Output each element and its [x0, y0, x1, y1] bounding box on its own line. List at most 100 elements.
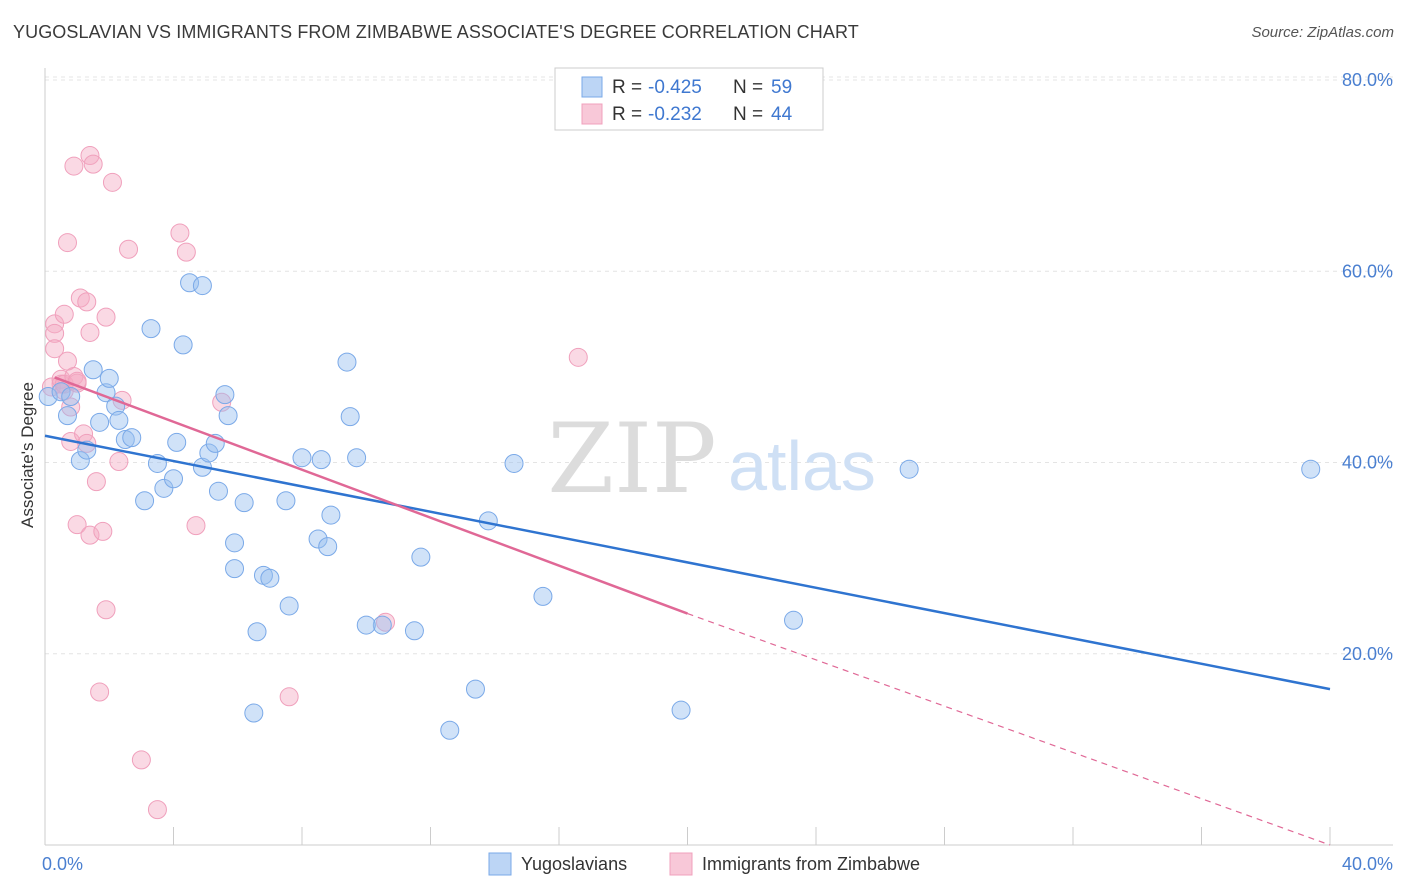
legend-swatch-blue	[581, 76, 603, 98]
yugoslavian-point-39	[311, 450, 331, 470]
yugoslavian-point-27	[215, 385, 235, 405]
yugoslavian-point-45	[372, 615, 392, 635]
zimbabwe-point-35	[131, 750, 151, 770]
yugoslavian-point-26	[208, 481, 228, 501]
zimbabwe-point-26	[86, 472, 106, 492]
yugoslavian-point-57	[244, 703, 264, 723]
y-tick-labels: 20.0% 40.0% 60.0% 80.0%	[1342, 70, 1393, 664]
yugoslavian-point-58	[356, 615, 376, 635]
zimbabwe-point-36	[147, 800, 167, 820]
legend-swatch-pink	[581, 103, 603, 125]
grid-lines	[45, 76, 1393, 655]
zimbabwe-point-32	[109, 452, 129, 472]
zimbabwe-point-21	[77, 292, 97, 312]
bottom-legend: Yugoslavians Immigrants from Zimbabwe	[488, 852, 920, 876]
yugoslavian-point-9	[99, 368, 119, 388]
yugoslavian-point-32	[247, 622, 267, 642]
zimbabwe-point-23	[80, 322, 100, 342]
yugoslavian-point-53	[671, 700, 691, 720]
yugoslavian-point-37	[292, 448, 312, 468]
watermark-atlas: atlas	[728, 427, 876, 505]
zimbabwe-point-43	[568, 347, 588, 367]
yugoslavian-point-3	[61, 387, 81, 407]
yugoslavian-point-21	[180, 273, 200, 293]
legend-n-value-2: 44	[771, 104, 793, 125]
yugoslavian-point-20	[173, 335, 193, 355]
bottom-legend-zimbabwe: Immigrants from Zimbabwe	[702, 854, 920, 874]
yugoslavian-point-52	[533, 586, 553, 606]
yugoslavian-point-28	[218, 406, 238, 426]
zimbabwe-point-1	[45, 314, 65, 334]
x-tick-label-1: 40.0%	[1342, 854, 1393, 874]
legend-n-label-2: N =	[733, 104, 763, 125]
yugoslavian-point-2	[57, 406, 77, 426]
legend-r-value-1: -0.425	[648, 77, 702, 98]
legend-r-value-2: -0.232	[648, 104, 702, 125]
yugoslavian-point-47	[411, 547, 431, 567]
yugoslavian-point-36	[279, 596, 299, 616]
zimbabwe-point-38	[176, 242, 196, 262]
zimbabwe-point-8	[54, 304, 74, 324]
zimbabwe-point-3	[45, 339, 65, 359]
zimbabwe-point-27	[90, 682, 110, 702]
top-legend: R = -0.425 N = 59 R = -0.232 N = 44	[554, 67, 824, 131]
trend-line-yugoslavians	[44, 434, 1331, 691]
yugoslavian-point-14	[135, 491, 155, 511]
yugoslavian-point-48	[440, 720, 460, 740]
yugoslavian-point-15	[141, 319, 161, 339]
source-label: Source: ZipAtlas.com	[1251, 24, 1394, 41]
zimbabwe-point-37	[170, 223, 190, 243]
zimbabwe-point-13	[64, 156, 84, 176]
yugoslavian-point-35	[276, 491, 296, 511]
yugoslavian-point-19	[167, 432, 187, 452]
y-tick-label-0: 20.0%	[1342, 644, 1393, 664]
zimbabwe-point-34	[119, 239, 139, 259]
zimbabwe-point-28	[93, 521, 113, 541]
zimbabwe-point-17	[67, 515, 87, 535]
yugoslavian-point-24	[199, 443, 219, 463]
y-axis-label: Associate's Degree	[18, 382, 37, 528]
yugoslavian-point-13	[122, 428, 142, 448]
zimbabwe-point-29	[96, 307, 116, 327]
watermark-zip: ZIP	[547, 403, 716, 515]
yugoslavian-point-0	[38, 387, 58, 407]
yugoslavian-point-46	[404, 621, 424, 641]
zimbabwe-point-25	[83, 154, 103, 174]
yugoslavian-point-6	[83, 360, 103, 380]
bottom-legend-swatch-blue	[488, 852, 512, 876]
yugoslavian-point-38	[308, 529, 328, 549]
legend-r-label-1: R =	[612, 77, 642, 98]
yugoslavian-point-18	[164, 469, 183, 489]
yugoslavian-point-43	[340, 407, 360, 427]
yugoslavian-point-17	[154, 478, 174, 498]
yugoslavian-point-1	[51, 382, 71, 402]
chart-title: YUGOSLAVIAN VS IMMIGRANTS FROM ZIMBABWE …	[13, 22, 859, 42]
yugoslavian-point-49	[465, 679, 485, 699]
yugoslavian-point-12	[115, 430, 135, 450]
yugoslavian-point-23	[192, 276, 212, 296]
yugoslavian-point-54	[784, 610, 804, 630]
zimbabwe-point-2	[45, 323, 65, 343]
zimbabwe-point-41	[279, 687, 299, 707]
yugoslavian-point-55	[899, 459, 919, 479]
yugoslavian-point-44	[347, 448, 367, 468]
axes	[44, 68, 1393, 846]
trend-line-zimbabwe-extension	[687, 613, 1331, 846]
yugoslavian-point-34	[260, 568, 280, 588]
yugoslavian-point-30	[225, 559, 245, 579]
yugoslavian-point-41	[321, 505, 341, 525]
zimbabwe-point-9	[57, 233, 77, 253]
yugoslavian-point-7	[90, 412, 110, 432]
yugoslavian-point-40	[318, 537, 338, 557]
yugoslavian-point-42	[337, 352, 357, 372]
x-tick-labels: 0.0% 40.0%	[42, 854, 1393, 874]
bottom-legend-swatch-pink	[669, 852, 693, 876]
legend-r-label-2: R =	[612, 104, 642, 125]
y-tick-label-3: 80.0%	[1342, 70, 1393, 90]
zimbabwe-point-22	[80, 525, 100, 545]
watermark: ZIP atlas	[547, 403, 876, 515]
zimbabwe-point-30	[96, 600, 116, 620]
zimbabwe-point-42	[376, 612, 396, 632]
zimbabwe-point-31	[102, 172, 122, 192]
